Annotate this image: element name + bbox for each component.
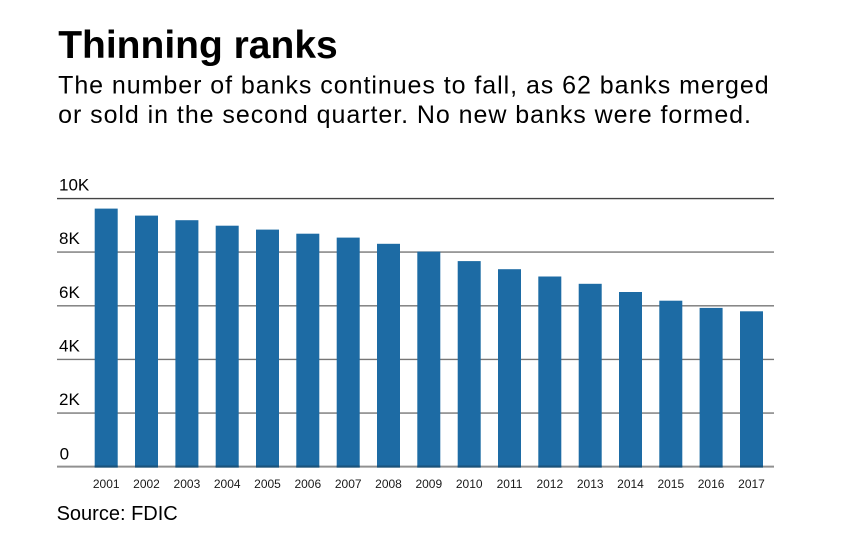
svg-text:Source: FDIC: Source: FDIC: [57, 503, 178, 525]
svg-text:4K: 4K: [59, 337, 80, 356]
svg-text:2004: 2004: [214, 477, 241, 491]
svg-text:2011: 2011: [497, 477, 523, 491]
svg-text:2003: 2003: [174, 477, 201, 491]
svg-text:2001: 2001: [93, 477, 120, 491]
svg-text:2005: 2005: [254, 477, 281, 491]
svg-text:2016: 2016: [698, 477, 725, 491]
svg-text:or sold in the second quarter.: or sold in the second quarter. No new ba…: [58, 101, 752, 129]
svg-text:2002: 2002: [133, 477, 160, 491]
svg-text:2017: 2017: [738, 477, 765, 491]
svg-text:2014: 2014: [617, 477, 644, 491]
svg-text:2013: 2013: [577, 477, 604, 491]
svg-text:0: 0: [60, 445, 69, 464]
svg-text:2K: 2K: [59, 390, 80, 409]
svg-text:The number of banks continues: The number of banks continues to fall, a…: [58, 72, 769, 100]
svg-text:2008: 2008: [375, 477, 402, 491]
svg-text:2015: 2015: [657, 477, 684, 491]
svg-text:2007: 2007: [335, 477, 362, 491]
svg-text:2010: 2010: [456, 477, 483, 491]
svg-text:Thinning ranks: Thinning ranks: [58, 24, 338, 67]
svg-text:10K: 10K: [59, 176, 90, 195]
svg-text:2009: 2009: [415, 477, 442, 491]
svg-text:2006: 2006: [294, 477, 321, 491]
svg-text:2012: 2012: [536, 477, 563, 491]
svg-text:6K: 6K: [59, 283, 80, 302]
svg-text:8K: 8K: [59, 229, 80, 248]
